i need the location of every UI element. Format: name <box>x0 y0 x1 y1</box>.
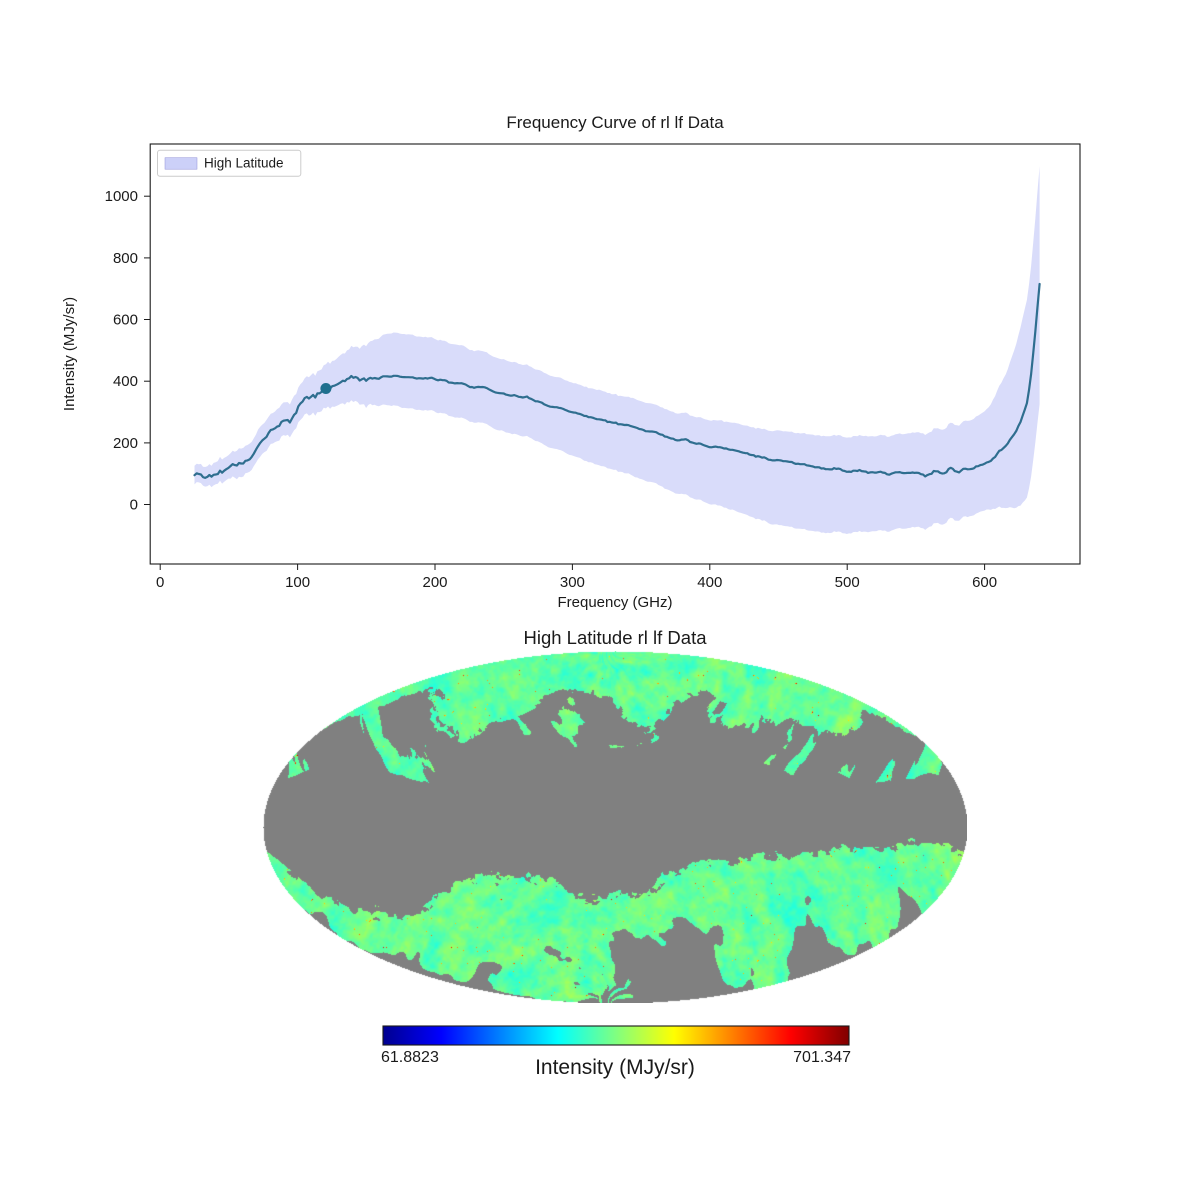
svg-text:300: 300 <box>560 574 585 591</box>
svg-text:Intensity (MJy/sr): Intensity (MJy/sr) <box>535 1056 695 1079</box>
svg-text:0: 0 <box>156 574 164 591</box>
svg-text:701.347: 701.347 <box>793 1049 851 1066</box>
svg-text:600: 600 <box>113 312 138 329</box>
svg-text:800: 800 <box>113 250 138 267</box>
svg-text:Frequency Curve of rl lf Data: Frequency Curve of rl lf Data <box>506 113 724 132</box>
svg-text:Frequency (GHz): Frequency (GHz) <box>557 594 672 611</box>
svg-text:200: 200 <box>113 435 138 452</box>
svg-text:High Latitude: High Latitude <box>204 156 284 171</box>
svg-text:Intensity (MJy/sr): Intensity (MJy/sr) <box>61 297 78 411</box>
svg-text:400: 400 <box>697 574 722 591</box>
svg-text:0: 0 <box>130 497 138 514</box>
svg-text:100: 100 <box>285 574 310 591</box>
svg-text:1000: 1000 <box>105 188 138 205</box>
svg-text:600: 600 <box>972 574 997 591</box>
svg-text:500: 500 <box>835 574 860 591</box>
svg-text:200: 200 <box>422 574 447 591</box>
svg-text:400: 400 <box>113 373 138 390</box>
svg-text:61.8823: 61.8823 <box>381 1049 439 1066</box>
